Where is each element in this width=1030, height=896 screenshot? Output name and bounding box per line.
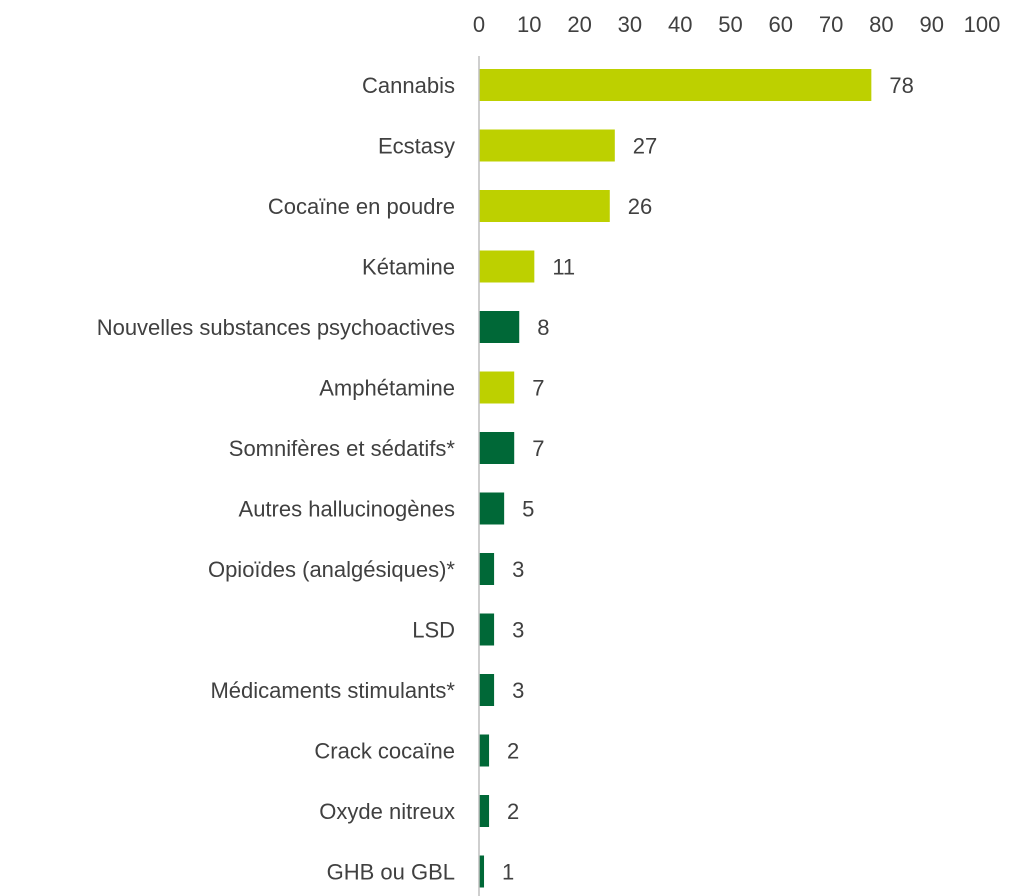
value-label: 2 [507,739,519,764]
bar [479,311,520,343]
x-tick-label: 30 [618,12,642,37]
value-label: 3 [512,618,524,643]
value-label: 78 [889,73,913,98]
category-label: Kétamine [362,255,455,280]
value-label: 11 [552,255,575,280]
value-label: 1 [502,860,514,885]
bar [479,432,515,464]
x-tick-label: 70 [819,12,843,37]
bar [479,795,490,827]
bar [479,734,490,767]
value-label: 26 [628,194,652,219]
value-label: 3 [512,557,524,582]
x-tick-label: 60 [769,12,793,37]
bar [479,613,495,646]
value-label: 27 [633,134,657,159]
value-label: 2 [507,799,519,824]
category-labels: Cannabis Ecstasy Cocaïne en poudre Kétamine… [97,73,456,885]
bar [479,69,872,101]
category-label: Nouvelles substances psychoactives [97,315,455,340]
bar [479,129,615,162]
value-label: 5 [522,497,534,522]
x-tick-label: 100 [964,12,1001,37]
x-tick-label: 50 [718,12,742,37]
category-label: Ecstasy [378,134,455,159]
bar [479,855,485,888]
bar [479,250,535,283]
bar [479,371,515,404]
x-tick-label: 90 [919,12,943,37]
x-axis-ticks: 0 10 20 30 40 50 60 70 80 90 100 [473,12,1000,37]
bar [479,492,505,525]
x-tick-label: 80 [869,12,893,37]
category-label: Somnifères et sédatifs* [229,436,456,461]
x-tick-label: 20 [567,12,591,37]
category-label: Oxyde nitreux [319,799,455,824]
bar [479,674,495,706]
category-label: LSD [412,618,455,643]
bar [479,190,610,222]
category-label: Amphétamine [319,376,455,401]
value-label: 8 [537,315,549,340]
category-label: Autres hallucinogènes [239,497,455,522]
bars [479,69,872,888]
value-labels: 78 27 26 11 8 7 7 5 3 3 3 2 2 1 [502,73,914,885]
x-tick-label: 40 [668,12,692,37]
bar [479,553,495,585]
value-label: 3 [512,678,524,703]
value-label: 7 [532,376,544,401]
category-label: Cannabis [362,73,455,98]
category-label: Cocaïne en poudre [268,194,455,219]
x-tick-label: 10 [517,12,541,37]
category-label: Médicaments stimulants* [210,678,455,703]
value-label: 7 [532,436,544,461]
category-label: Crack cocaïne [314,739,455,764]
category-label: GHB ou GBL [327,860,455,885]
category-label: Opioïdes (analgésiques)* [208,557,455,582]
x-tick-label: 0 [473,12,485,37]
